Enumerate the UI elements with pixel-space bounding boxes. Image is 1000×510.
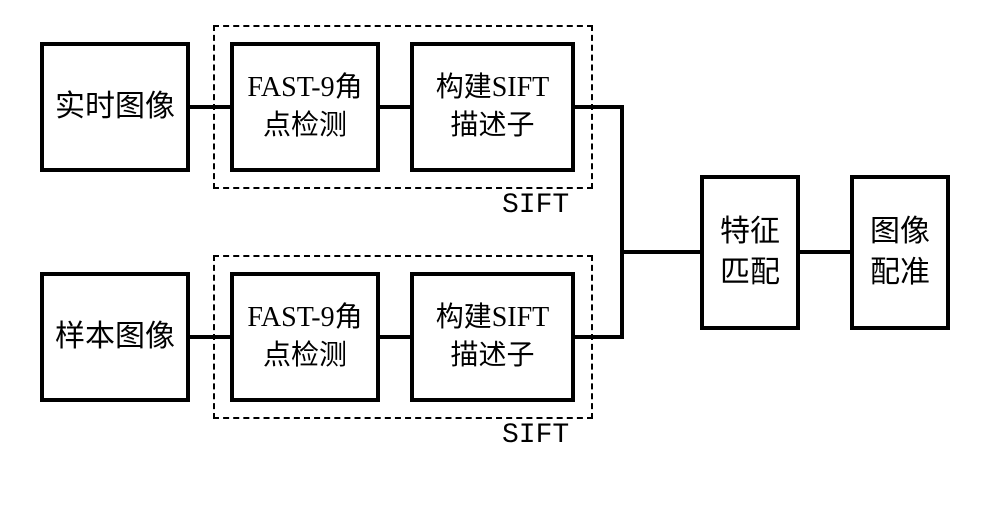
node-register: 图像配准 (850, 175, 950, 330)
connector-sift_bot-joint (575, 335, 624, 339)
node-label-sift_top: 构建SIFT描述子 (436, 69, 550, 145)
node-label-register: 图像配准 (870, 212, 930, 293)
node-label-match: 特征匹配 (720, 212, 780, 293)
connector-joint-joint (620, 105, 624, 339)
node-match: 特征匹配 (700, 175, 800, 330)
node-label-sift_bot: 构建SIFT描述子 (436, 299, 550, 375)
node-sift_bot: 构建SIFT描述子 (410, 272, 575, 402)
connector-realtime-fast_top (190, 105, 230, 109)
connector-joint-match (620, 250, 700, 254)
connector-sample-fast_bot (190, 335, 230, 339)
node-label-fast_bot: FAST-9角点检测 (247, 299, 362, 375)
node-fast_bot: FAST-9角点检测 (230, 272, 380, 402)
node-fast_top: FAST-9角点检测 (230, 42, 380, 172)
connector-fast_top-sift_top (380, 105, 410, 109)
node-sample: 样本图像 (40, 272, 190, 402)
connector-fast_bot-sift_bot (380, 335, 410, 339)
node-realtime: 实时图像 (40, 42, 190, 172)
group-label-group_top: SIFT (502, 190, 569, 221)
node-sift_top: 构建SIFT描述子 (410, 42, 575, 172)
node-label-sample: 样本图像 (55, 317, 175, 358)
group-label-group_bot: SIFT (502, 420, 569, 451)
node-label-realtime: 实时图像 (55, 87, 175, 128)
connector-sift_top-joint (575, 105, 624, 109)
node-label-fast_top: FAST-9角点检测 (247, 69, 362, 145)
connector-match-register (800, 250, 850, 254)
